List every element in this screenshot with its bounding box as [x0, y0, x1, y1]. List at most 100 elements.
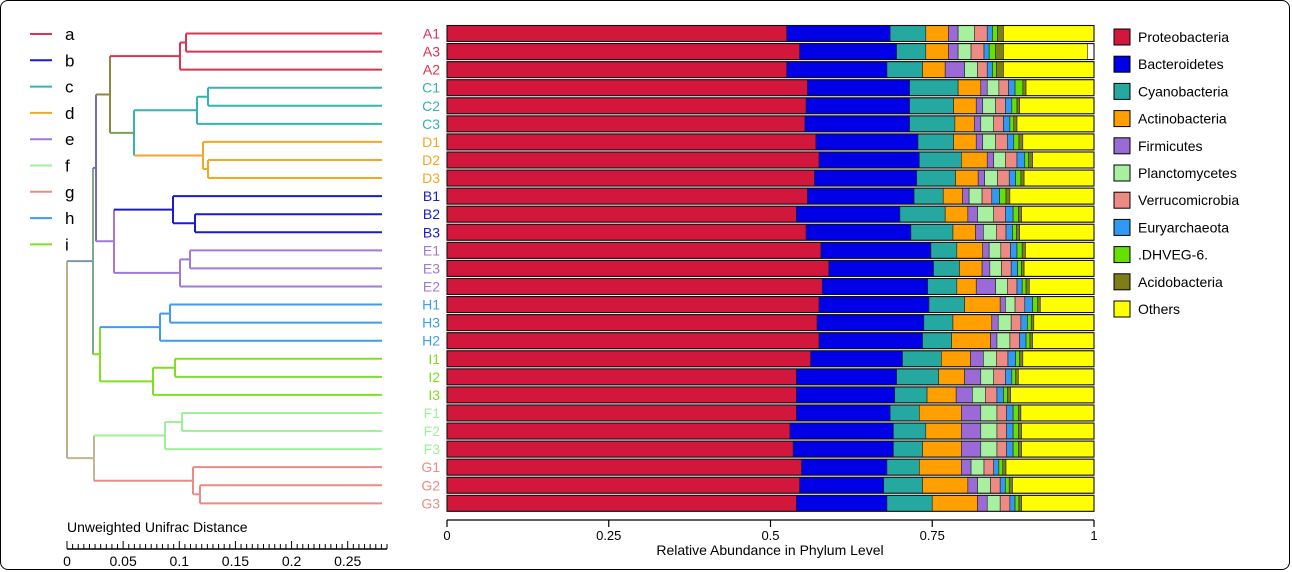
sample-label-D1: D1 [422, 134, 440, 150]
bar-segment-E3-3 [933, 260, 960, 277]
bar-segment-G1-8 [993, 458, 1000, 476]
bar-segment-E2-11 [1029, 278, 1095, 295]
bar-segment-F2-9 [1012, 422, 1019, 440]
bar-row-B1 [446, 187, 1095, 205]
bar-segment-A2-4 [922, 61, 946, 78]
bar-segment-A1-6 [957, 25, 975, 42]
bar-segment-F3-1 [446, 440, 794, 458]
bar-segment-G3-7 [999, 495, 1011, 512]
bar-segment-H1-11 [1039, 296, 1095, 313]
scale-title: Unweighted Unifrac Distance [67, 519, 248, 535]
bar-row-D2 [446, 151, 1095, 169]
group-label: f [65, 157, 70, 176]
group-label: e [65, 130, 74, 149]
bar-segment-D2-2 [818, 151, 920, 169]
bar-segment-B1-1 [446, 187, 808, 205]
bar-segment-F1-6 [980, 404, 998, 422]
bar-segment-C2-10 [1016, 97, 1020, 115]
phylum-legend: Proteobacteria Bacteroidetes Cyanobacteria… [1113, 28, 1239, 318]
bar-row-D1 [446, 133, 1095, 151]
stacked-bars [446, 24, 1095, 512]
bar-segment-A1-8 [986, 25, 993, 42]
bar-segment-D1-7 [995, 133, 1008, 151]
bar-segment-G3-1 [446, 495, 797, 512]
bar-segment-B1-10 [1005, 187, 1011, 205]
legend-swatch [1113, 55, 1131, 73]
legend-swatch [1113, 137, 1131, 155]
scale-tick-label: 0.15 [222, 553, 249, 569]
bar-segment-C1-7 [998, 79, 1009, 97]
bar-row-H2 [446, 332, 1095, 350]
bar-segment-F3-7 [996, 440, 1007, 458]
bar-segment-D1-11 [1022, 133, 1095, 151]
sample-label-F2: F2 [424, 423, 441, 439]
bar-segment-D3-10 [1020, 169, 1025, 187]
bar-segment-D3-1 [446, 169, 815, 187]
bar-segment-H3-7 [1010, 314, 1022, 331]
bar-segment-F2-3 [893, 422, 927, 440]
bar-segment-H1-6 [1005, 296, 1016, 313]
bar-segment-I3-10 [1007, 386, 1011, 404]
bar-segment-F1-5 [961, 404, 982, 422]
bar-segment-I1-4 [941, 350, 971, 368]
bar-segment-D3-11 [1023, 169, 1095, 187]
legend-label: Bacteroidetes [1138, 56, 1224, 72]
sample-label-H2: H2 [422, 333, 440, 349]
bar-segment-I3-2 [796, 386, 896, 404]
bar-segment-G3-8 [1009, 495, 1016, 512]
bar-segment-B3-1 [446, 223, 807, 241]
group-label: a [65, 25, 75, 44]
bar-segment-A2-11 [1003, 61, 1095, 78]
bar-segment-E1-6 [988, 242, 1002, 259]
sample-label-H3: H3 [422, 315, 440, 331]
bar-row-A2 [446, 61, 1095, 79]
sample-label-C1: C1 [422, 80, 440, 96]
bar-segment-G2-9 [1005, 476, 1010, 494]
bar-segment-A2-10 [996, 61, 1004, 78]
bar-segment-A3-3 [896, 43, 927, 60]
sample-label-E3: E3 [423, 260, 440, 276]
sample-label-D2: D2 [422, 152, 440, 168]
bar-segment-F1-9 [1012, 404, 1019, 422]
bar-segment-B1-7 [981, 187, 993, 205]
legend-swatch [1113, 218, 1131, 236]
bar-segment-H3-8 [1020, 314, 1028, 331]
sample-label-D3: D3 [422, 170, 440, 186]
bar-segment-G3-5 [977, 495, 988, 512]
sample-label-I2: I2 [428, 369, 440, 385]
bar-segment-I3-11 [1010, 386, 1095, 404]
sample-label-E1: E1 [423, 242, 440, 258]
bar-segment-D1-8 [1007, 133, 1015, 151]
bar-segment-I1-5 [970, 350, 984, 368]
sample-label-F1: F1 [424, 405, 441, 421]
bar-row-G1 [446, 458, 1095, 476]
bar-segment-B3-4 [952, 223, 976, 241]
legend-label: Others [1138, 301, 1180, 317]
bar-segment-B3-9 [1012, 223, 1017, 241]
bar-segment-B1-6 [968, 187, 983, 205]
bar-segment-B3-11 [1019, 223, 1095, 241]
bar-segment-H2-8 [1019, 332, 1027, 349]
bar-segment-H1-2 [818, 296, 930, 313]
bar-segment-A2-3 [886, 61, 923, 78]
sample-label-H1: H1 [422, 297, 440, 313]
bar-segment-E2-2 [821, 278, 929, 295]
bar-segment-D3-4 [955, 169, 979, 187]
bar-segment-F2-1 [446, 422, 791, 440]
legend-swatch [1113, 273, 1131, 291]
bar-row-E3 [446, 259, 1095, 277]
bar-segment-C2-9 [1011, 97, 1018, 115]
bar-segment-E2-5 [975, 278, 996, 295]
bar-segment-I2-2 [796, 368, 897, 386]
bar-segment-I2-11 [1018, 368, 1095, 386]
bar-segment-A1-11 [1003, 25, 1095, 42]
bar-segment-C2-11 [1019, 97, 1095, 115]
bar-segment-E1-10 [1021, 242, 1026, 259]
bar-segment-G1-4 [919, 458, 962, 476]
bar-segment-G1-6 [970, 458, 985, 476]
scale-tick-label: 0.2 [282, 553, 302, 569]
bar-segment-H1-3 [928, 296, 965, 313]
